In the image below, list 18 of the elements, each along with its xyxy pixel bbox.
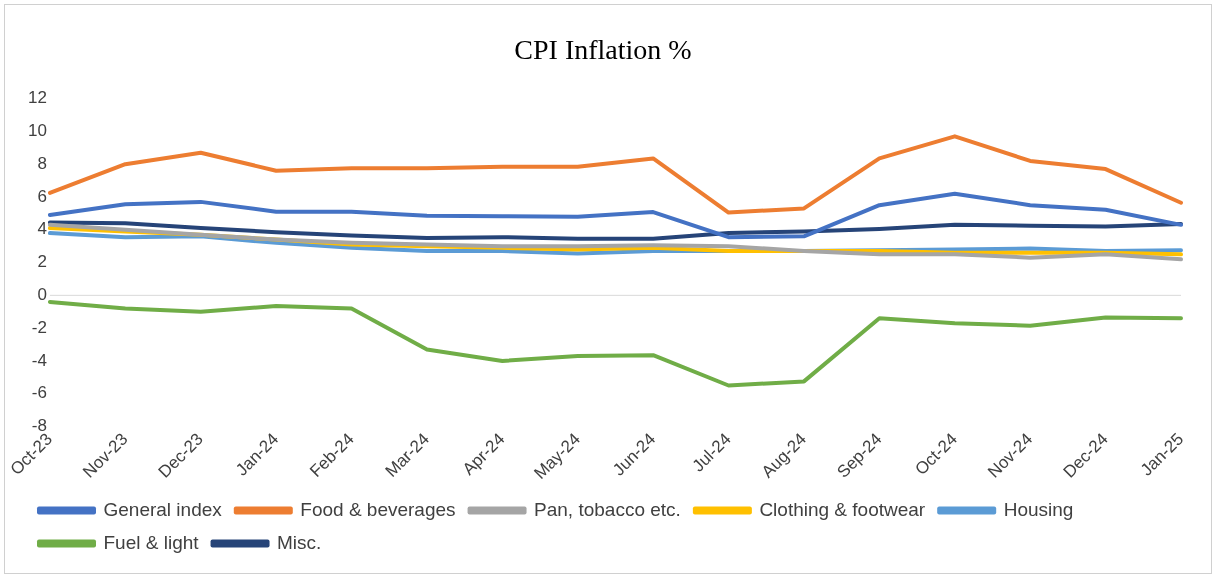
y-tick-label: 0 — [37, 285, 47, 305]
y-tick-label: 10 — [27, 121, 47, 141]
y-tick-label: 6 — [37, 186, 47, 206]
legend-label: General index — [103, 498, 223, 520]
legend-label: Fuel & light — [103, 531, 200, 553]
y-tick-label: -6 — [31, 383, 47, 403]
legend-label: Housing — [1003, 498, 1074, 520]
chart-title: CPI Inflation % — [514, 34, 692, 66]
y-tick-label: 2 — [37, 252, 47, 272]
y-tick-label: 8 — [37, 153, 47, 173]
y-tick-label: -4 — [31, 350, 47, 370]
legend-label: Clothing & footwear — [759, 498, 926, 520]
y-tick-label: 4 — [37, 219, 47, 239]
legend-label: Misc. — [277, 531, 322, 553]
y-tick-label: 12 — [27, 88, 47, 108]
legend-label: Food & beverages — [300, 498, 456, 520]
y-tick-label: -2 — [31, 317, 47, 337]
legend-label: Pan, tobacco etc. — [534, 498, 681, 520]
